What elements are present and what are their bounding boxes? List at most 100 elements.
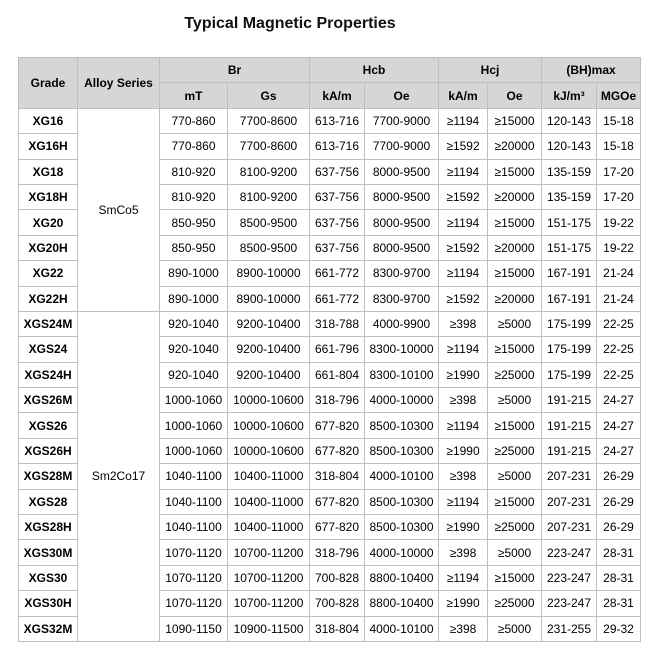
- value-cell: 1000-1060: [159, 387, 228, 414]
- value-cell: 10700-11200: [227, 564, 310, 592]
- value-cell: 120-143: [541, 107, 598, 135]
- grade-cell: XG18: [18, 158, 78, 185]
- value-cell: 850-950: [159, 209, 228, 236]
- value-cell: 637-756: [309, 158, 365, 185]
- value-cell: 677-820: [309, 514, 365, 541]
- value-cell: ≥398: [438, 463, 489, 490]
- grade-cell: XG20: [18, 209, 78, 236]
- value-cell: 191-215: [541, 387, 598, 414]
- value-cell: ≥1194: [438, 488, 489, 516]
- value-cell: 223-247: [541, 590, 598, 617]
- value-cell: 24-27: [596, 412, 642, 439]
- value-cell: 7700-9000: [363, 107, 440, 135]
- value-cell: 661-796: [309, 336, 365, 363]
- value-cell: 4000-10100: [363, 463, 440, 490]
- value-cell: 637-756: [309, 234, 365, 262]
- data-row: XG16 SmCo5 770-860 7700-8600 613-716 7700-900…: [18, 107, 642, 312]
- value-cell: ≥15000: [487, 260, 543, 287]
- value-cell: ≥1592: [438, 133, 489, 160]
- value-cell: ≥1194: [438, 412, 489, 439]
- grade-cell: XGS28H: [18, 514, 78, 541]
- column-header: Alloy Series: [77, 57, 160, 109]
- value-cell: 17-20: [596, 158, 642, 185]
- value-cell: ≥15000: [487, 488, 543, 516]
- value-cell: ≥1990: [438, 514, 489, 541]
- value-cell: 1090-1150: [159, 615, 228, 642]
- data-row: XGS28M 1040-1100 10400-11000 318-804 4000-10…: [18, 463, 642, 490]
- value-cell: 28-31: [596, 590, 642, 617]
- data-row: XG18H 810-920 8100-9200 637-756 8000-9500 ≥15…: [18, 183, 642, 211]
- value-cell: 10400-11000: [227, 463, 310, 490]
- value-cell: ≥5000: [487, 615, 543, 642]
- value-cell: ≥1194: [438, 260, 489, 287]
- value-cell: 810-920: [159, 158, 228, 185]
- value-cell: 8100-9200: [227, 183, 310, 211]
- value-cell: ≥25000: [487, 514, 543, 541]
- subheader-row: mT Gs kA/m Oe kA/m Oe kJ/m³ MGOe: [19, 82, 642, 109]
- value-cell: 637-756: [309, 183, 365, 211]
- grade-cell: XG22H: [18, 285, 78, 312]
- grade-cell: XGS26M: [18, 387, 78, 414]
- value-cell: 223-247: [541, 564, 598, 592]
- value-cell: 10400-11000: [227, 514, 310, 541]
- value-cell: ≥1194: [438, 209, 489, 236]
- value-cell: 920-1040: [159, 310, 228, 338]
- value-cell: 191-215: [541, 437, 598, 465]
- value-cell: 8500-9500: [227, 234, 310, 262]
- value-cell: ≥15000: [487, 564, 543, 592]
- value-cell: 207-231: [541, 488, 598, 516]
- grade-cell: XG18H: [18, 183, 78, 211]
- value-cell: 151-175: [541, 234, 598, 262]
- value-cell: ≥15000: [487, 209, 543, 236]
- value-cell: 8000-9500: [363, 209, 440, 236]
- value-cell: 700-828: [309, 564, 365, 592]
- value-cell: 318-788: [309, 310, 365, 338]
- value-cell: 920-1040: [159, 336, 228, 363]
- value-cell: ≥1592: [438, 183, 489, 211]
- value-cell: 8500-10300: [363, 412, 440, 439]
- value-cell: 318-804: [309, 615, 365, 642]
- header-row: Grade Alloy Series Br Hcb Hcj (BH)max: [18, 56, 642, 109]
- grade-cell: XG20H: [18, 234, 78, 262]
- unit-header: mT: [159, 82, 228, 109]
- table-head: Grade Alloy Series Br Hcb Hcj (BH)max mT Gs kA/m…: [18, 56, 642, 109]
- unit-header: Gs: [227, 82, 310, 109]
- data-row: XG20 850-950 8500-9500 637-756 8000-9500 ≥119…: [18, 209, 642, 236]
- grade-cell: XG22: [18, 260, 78, 287]
- value-cell: 8300-9700: [363, 260, 440, 287]
- value-cell: 21-24: [596, 285, 642, 312]
- value-cell: 7700-9000: [363, 133, 440, 160]
- value-cell: ≥20000: [487, 285, 543, 312]
- value-cell: 135-159: [541, 183, 598, 211]
- properties-table: Grade Alloy Series Br Hcb Hcj (BH)max mT Gs kA/m…: [18, 56, 642, 642]
- value-cell: ≥5000: [487, 539, 543, 566]
- value-cell: 28-31: [596, 564, 642, 592]
- value-cell: ≥25000: [487, 590, 543, 617]
- value-cell: ≥15000: [487, 107, 543, 135]
- value-cell: 22-25: [596, 336, 642, 363]
- value-cell: ≥5000: [487, 387, 543, 414]
- value-cell: 22-25: [596, 361, 642, 389]
- value-cell: ≥398: [438, 387, 489, 414]
- value-cell: 613-716: [309, 107, 365, 135]
- value-cell: 223-247: [541, 539, 598, 566]
- value-cell: 231-255: [541, 615, 598, 642]
- value-cell: 19-22: [596, 209, 642, 236]
- value-cell: 1040-1100: [159, 463, 228, 490]
- value-cell: 890-1000: [159, 285, 228, 312]
- value-cell: 8100-9200: [227, 158, 310, 185]
- value-cell: 661-772: [309, 260, 365, 287]
- value-cell: ≥1194: [438, 564, 489, 592]
- value-cell: 1000-1060: [159, 412, 228, 439]
- data-row: XGS28 1040-1100 10400-11000 677-820 8500-103…: [18, 488, 642, 516]
- table-body: XG16 SmCo5 770-860 7700-8600 613-716 7700-900…: [18, 107, 642, 642]
- unit-header: kA/m: [438, 82, 489, 109]
- value-cell: 1040-1100: [159, 488, 228, 516]
- grade-cell: XGS24: [18, 336, 78, 363]
- value-cell: 4000-10100: [363, 615, 440, 642]
- value-cell: 8500-9500: [227, 209, 310, 236]
- value-cell: 4000-10000: [363, 387, 440, 414]
- value-cell: 8800-10400: [363, 564, 440, 592]
- value-cell: 1070-1120: [159, 539, 228, 566]
- grade-cell: XG16: [18, 107, 78, 135]
